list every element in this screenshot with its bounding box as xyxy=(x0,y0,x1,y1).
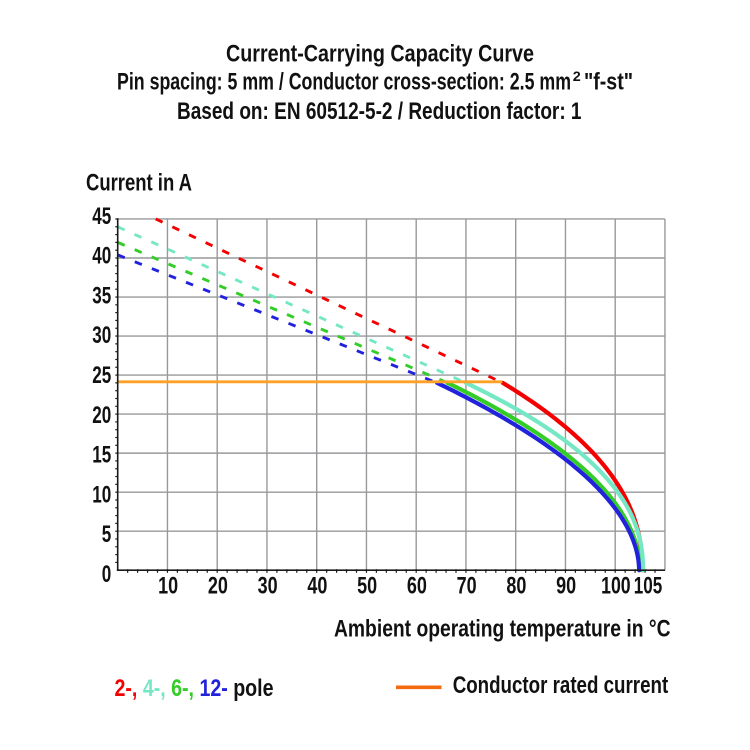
svg-text:Based on: EN 60512-5-2 / Reduc: Based on: EN 60512-5-2 / Reduction facto… xyxy=(177,98,582,125)
svg-text:5: 5 xyxy=(102,521,112,548)
svg-text:60: 60 xyxy=(407,573,427,600)
svg-text:Ambient operating temperature: Ambient operating temperature in °C xyxy=(334,616,671,643)
svg-text:"f-st": "f-st" xyxy=(584,69,633,96)
svg-text:105: 105 xyxy=(634,573,663,600)
svg-text:90: 90 xyxy=(556,573,576,600)
svg-text:35: 35 xyxy=(92,282,111,309)
svg-text:40: 40 xyxy=(92,243,111,270)
svg-text:20: 20 xyxy=(208,573,228,600)
svg-text:10: 10 xyxy=(92,481,111,508)
svg-text:30: 30 xyxy=(92,322,111,349)
svg-text:20: 20 xyxy=(92,402,111,429)
svg-text:25: 25 xyxy=(92,362,111,389)
svg-text:70: 70 xyxy=(457,573,477,600)
svg-text:Pin spacing: 5 mm / Conductor: Pin spacing: 5 mm / Conductor cross-sect… xyxy=(117,69,571,96)
svg-text:Current-Carrying Capacity Curv: Current-Carrying Capacity Curve xyxy=(226,41,534,68)
svg-text:80: 80 xyxy=(506,573,526,600)
svg-text:Conductor rated current: Conductor rated current xyxy=(453,672,669,699)
svg-text:15: 15 xyxy=(92,442,111,469)
svg-text:45: 45 xyxy=(92,203,111,230)
svg-text:2: 2 xyxy=(573,69,581,84)
svg-text:0: 0 xyxy=(102,561,112,588)
svg-text:30: 30 xyxy=(258,573,278,600)
svg-text:40: 40 xyxy=(307,573,327,600)
svg-text:Current in A: Current in A xyxy=(86,170,192,197)
svg-text:2-, 4-, 6-, 12- pole: 2-, 4-, 6-, 12- pole xyxy=(115,675,274,702)
svg-text:10: 10 xyxy=(158,573,178,600)
svg-text:100: 100 xyxy=(601,573,631,600)
svg-text:50: 50 xyxy=(357,573,377,600)
